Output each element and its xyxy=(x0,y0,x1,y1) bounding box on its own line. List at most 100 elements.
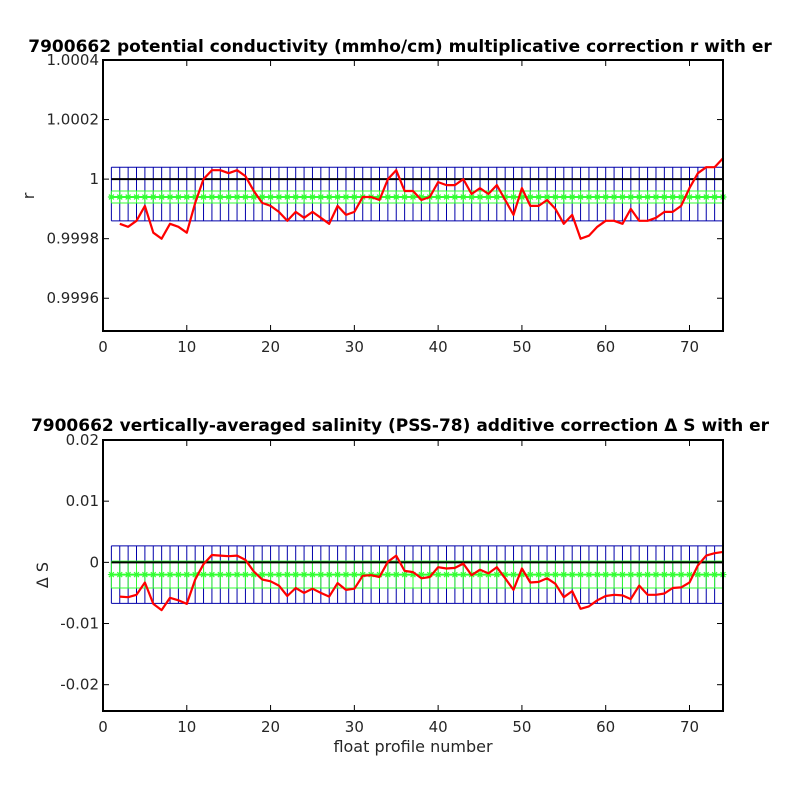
mean-marker xyxy=(493,193,501,201)
mean-marker xyxy=(124,193,132,201)
mean-marker xyxy=(241,571,249,579)
y-tick-label: -0.02 xyxy=(60,676,99,694)
mean-marker xyxy=(149,571,157,579)
mean-marker xyxy=(225,571,233,579)
mean-marker xyxy=(484,193,492,201)
mean-marker xyxy=(711,571,719,579)
x-tick-label: 70 xyxy=(680,718,699,736)
mean-marker xyxy=(593,571,601,579)
mean-marker xyxy=(158,193,166,201)
y-axis-label: r xyxy=(19,192,38,199)
mean-marker xyxy=(468,193,476,201)
x-tick-label: 70 xyxy=(680,338,699,356)
mean-marker xyxy=(200,571,208,579)
mean-marker xyxy=(543,571,551,579)
mean-marker xyxy=(334,193,342,201)
mean-marker xyxy=(443,193,451,201)
mean-marker xyxy=(334,571,342,579)
mean-marker xyxy=(602,571,610,579)
mean-marker xyxy=(711,193,719,201)
mean-marker xyxy=(627,571,635,579)
mean-marker xyxy=(342,193,350,201)
mean-marker xyxy=(183,193,191,201)
mean-marker xyxy=(560,571,568,579)
mean-marker xyxy=(501,571,509,579)
mean-marker xyxy=(200,193,208,201)
mean-marker xyxy=(409,193,417,201)
x-tick-label: 20 xyxy=(261,718,280,736)
mean-marker xyxy=(610,571,618,579)
mean-marker xyxy=(644,571,652,579)
mean-marker xyxy=(618,193,626,201)
x-axis-label: float profile number xyxy=(333,737,493,756)
mean-marker xyxy=(652,571,660,579)
mean-marker xyxy=(216,571,224,579)
mean-marker xyxy=(267,193,275,201)
mean-marker xyxy=(677,571,685,579)
mean-marker xyxy=(526,193,534,201)
mean-marker xyxy=(585,571,593,579)
mean-marker xyxy=(124,571,132,579)
mean-marker xyxy=(535,193,543,201)
mean-marker xyxy=(451,193,459,201)
x-tick-label: 50 xyxy=(512,718,531,736)
mean-marker xyxy=(669,571,677,579)
mean-marker xyxy=(443,571,451,579)
mean-marker xyxy=(392,571,400,579)
mean-marker xyxy=(166,193,174,201)
mean-marker xyxy=(107,193,115,201)
series-line xyxy=(119,157,724,240)
mean-marker xyxy=(241,193,249,201)
mean-marker xyxy=(702,193,710,201)
mean-marker xyxy=(392,193,400,201)
mean-marker xyxy=(702,571,710,579)
mean-marker xyxy=(116,571,124,579)
y-tick-label: -0.01 xyxy=(60,615,99,633)
plot-frame xyxy=(102,59,724,332)
x-tick-label: 60 xyxy=(596,718,615,736)
mean-marker xyxy=(350,571,358,579)
mean-marker xyxy=(275,571,283,579)
mean-marker xyxy=(258,571,266,579)
mean-marker xyxy=(375,193,383,201)
mean-marker xyxy=(568,193,576,201)
x-tick-label: 60 xyxy=(596,338,615,356)
mean-marker xyxy=(644,193,652,201)
plot-frame xyxy=(102,439,724,712)
x-tick-label: 10 xyxy=(177,718,196,736)
x-tick-label: 40 xyxy=(429,338,448,356)
mean-marker xyxy=(116,193,124,201)
mean-marker xyxy=(610,193,618,201)
mean-marker xyxy=(417,571,425,579)
mean-marker xyxy=(518,571,526,579)
y-tick-label: 0.9998 xyxy=(47,230,100,248)
mean-marker xyxy=(384,571,392,579)
mean-marker xyxy=(300,571,308,579)
mean-marker xyxy=(685,571,693,579)
mean-marker xyxy=(375,571,383,579)
y-tick-label: 0.9996 xyxy=(47,289,100,307)
mean-marker xyxy=(133,571,141,579)
mean-marker xyxy=(350,193,358,201)
x-tick-label: 30 xyxy=(345,718,364,736)
mean-marker xyxy=(409,571,417,579)
mean-marker xyxy=(325,571,333,579)
mean-marker xyxy=(694,193,702,201)
mean-marker xyxy=(283,571,291,579)
mean-marker xyxy=(233,571,241,579)
mean-marker xyxy=(459,193,467,201)
mean-marker xyxy=(417,193,425,201)
mean-marker xyxy=(250,193,258,201)
chart-salinity-correction: 7900662 vertically-averaged salinity (PS… xyxy=(31,416,770,756)
mean-marker xyxy=(660,571,668,579)
y-tick-label: 1.0004 xyxy=(47,51,100,69)
mean-marker xyxy=(308,193,316,201)
x-tick-label: 0 xyxy=(98,338,108,356)
mean-marker xyxy=(158,571,166,579)
mean-marker xyxy=(434,193,442,201)
mean-marker xyxy=(526,571,534,579)
mean-marker xyxy=(593,193,601,201)
y-axis-label: Δ S xyxy=(33,562,52,588)
mean-marker xyxy=(208,571,216,579)
